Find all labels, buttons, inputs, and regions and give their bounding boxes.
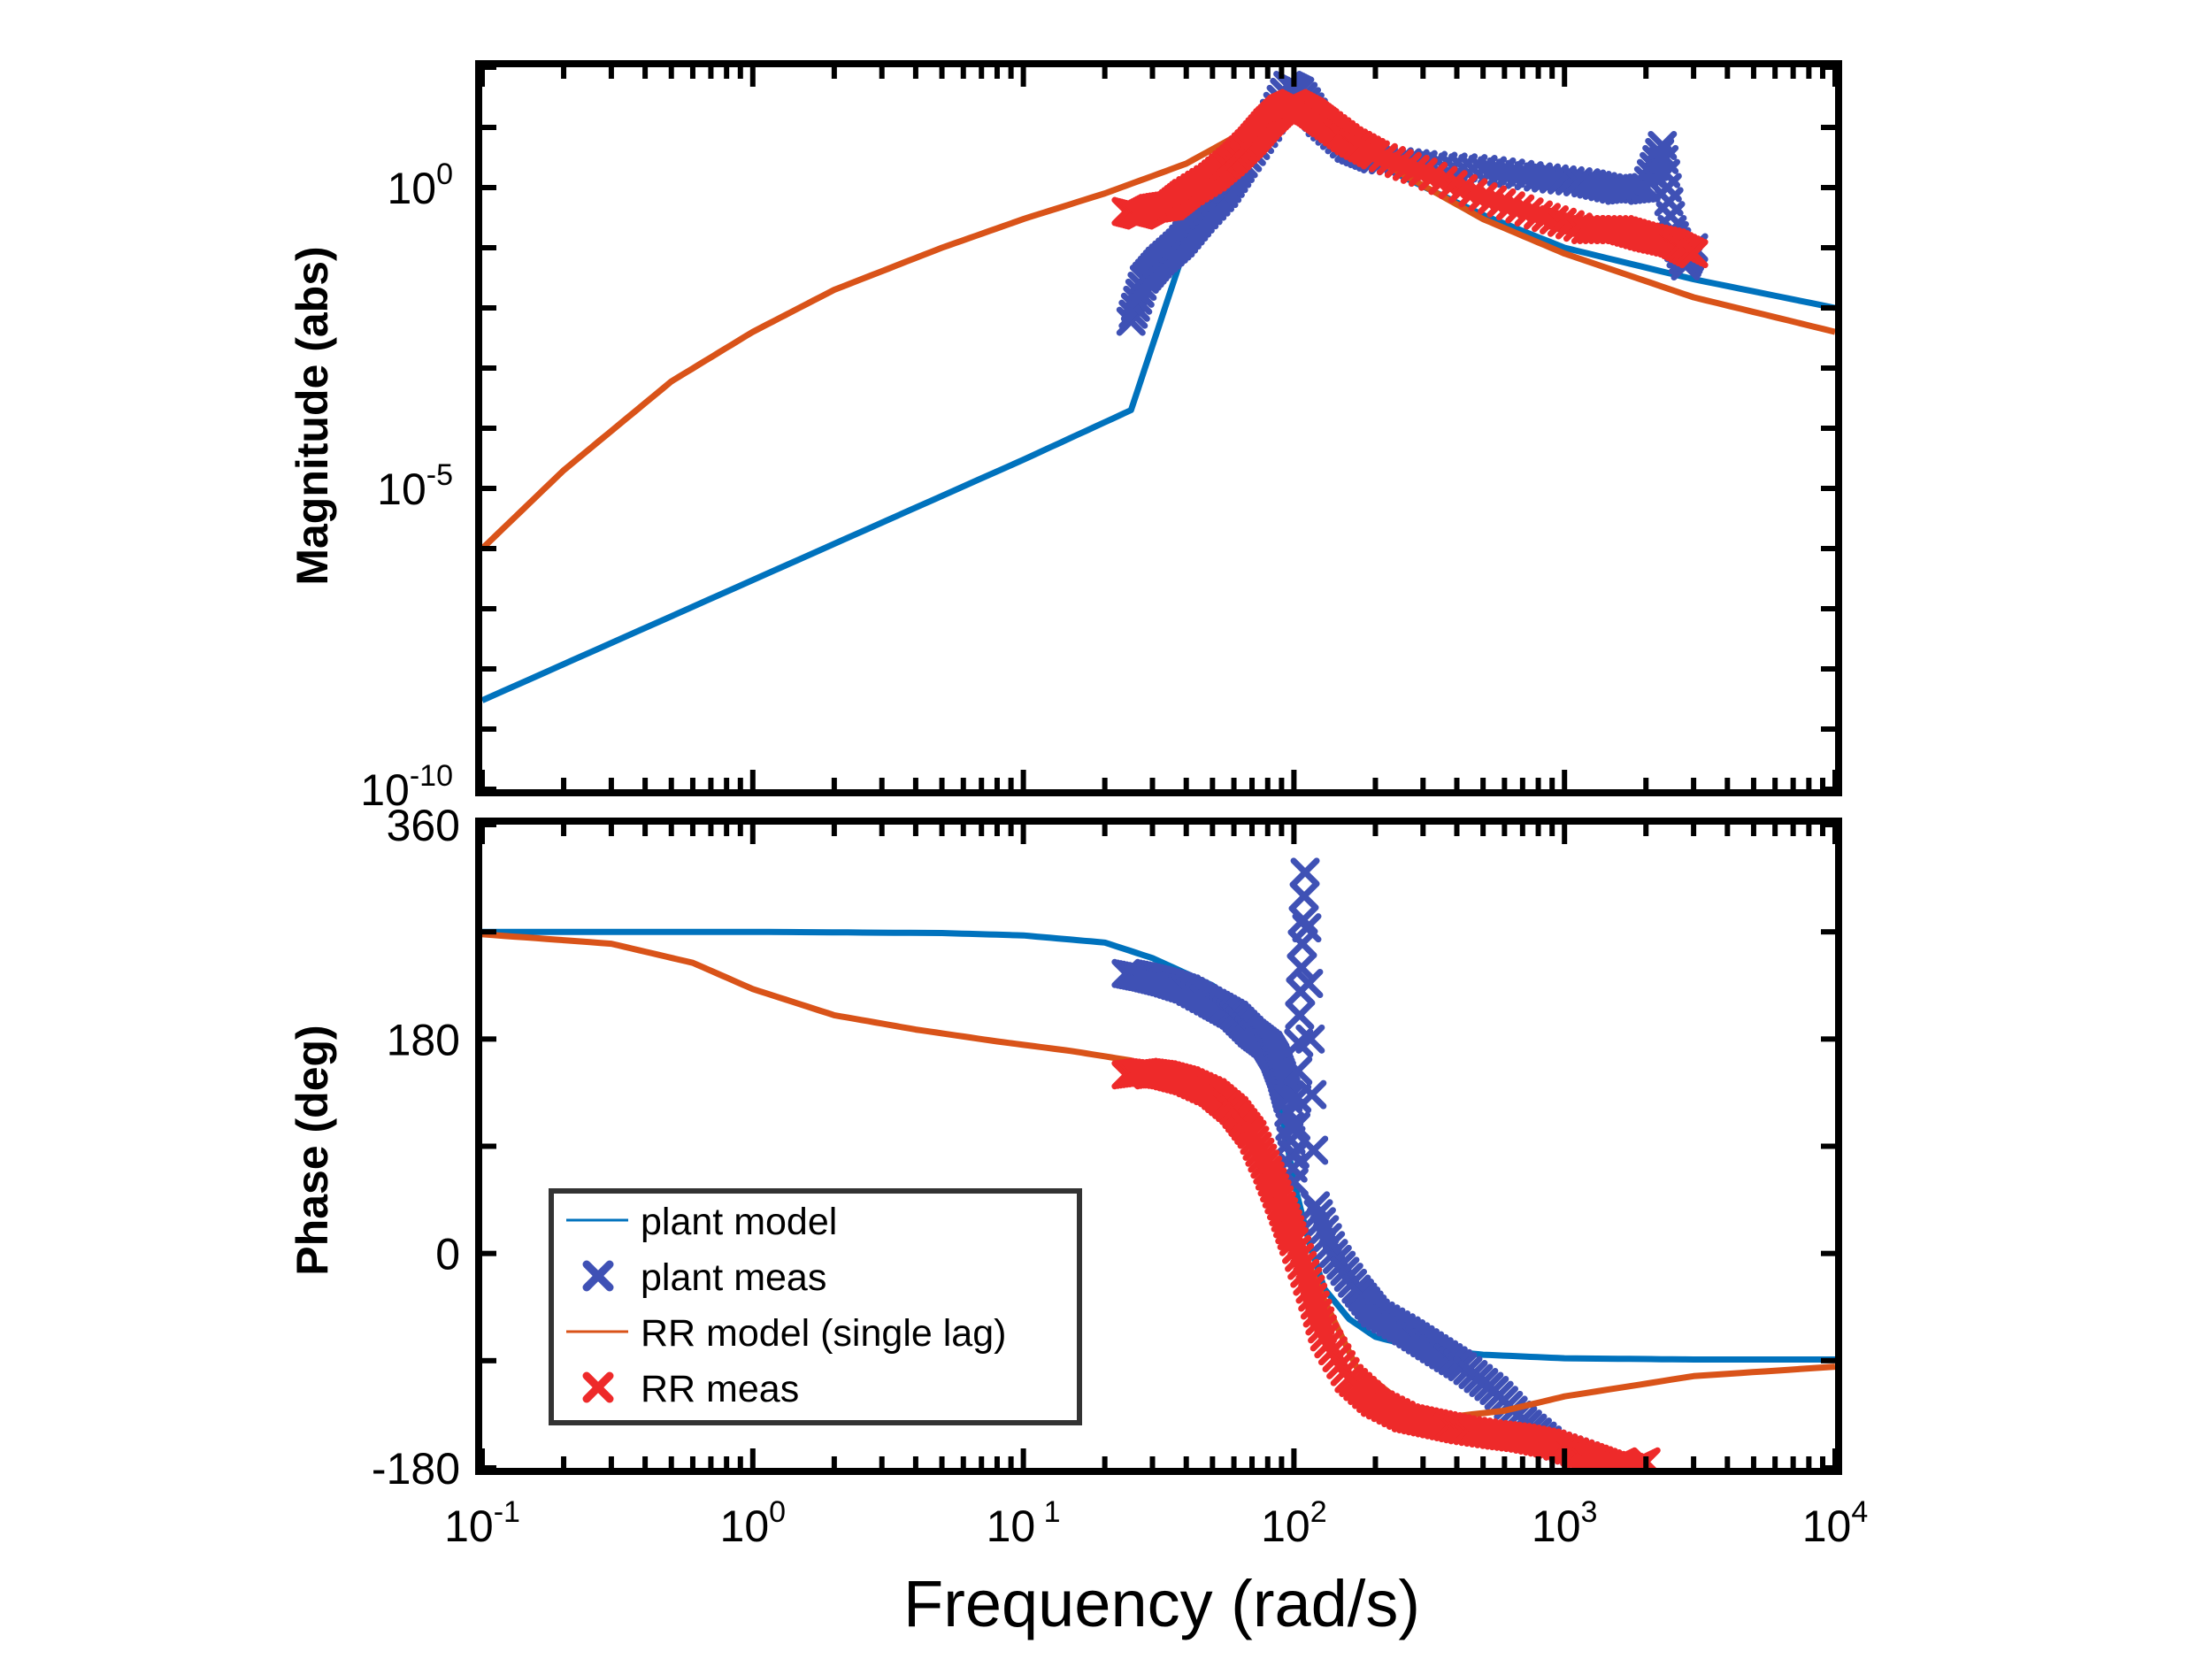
phase-xtick-label: 100 [720,1495,787,1551]
phase-plant-meas-point-82 [1297,1079,1327,1110]
phase-rr-meas-point-54 [1279,1226,1309,1256]
legend-label: plant model [641,1201,837,1243]
phase-plant-meas-point-83 [1299,1135,1329,1165]
phase-plant-meas-point-77 [1289,881,1319,911]
magnitude-rr-meas-point-87 [1384,149,1414,179]
magnitude-rr-meas-point-132 [1678,239,1709,269]
phase-xtick-label: 104 [1802,1495,1869,1551]
phase-rr-meas-point-65 [1308,1314,1338,1344]
phase-rr-meas-point-59 [1293,1266,1323,1296]
phase-rr-meas-point-56 [1285,1242,1315,1272]
magnitude-ytick-labels: 100 10-5 10-10 [360,157,453,815]
magnitude-rr-meas-point-85 [1368,142,1398,173]
phase-xtick-label: 103 [1532,1495,1598,1551]
magnitude-plant-meas-markers [1116,70,1709,336]
phase-plant-meas-point-81 [1295,1024,1325,1054]
legend: plant model plant meas RR model (single la… [549,1188,1082,1425]
phase-plant-meas-point-74 [1286,953,1317,983]
legend-label: RR model (single lag) [641,1312,1006,1355]
phase-ytick-label: -180 [372,1444,460,1494]
phase-xtick-label: 10 1 [987,1495,1061,1551]
phase-rr-meas-point-55 [1281,1234,1311,1264]
phase-ytick-label: 180 [387,1015,460,1064]
phase-plant-meas-point-70 [1283,1056,1313,1086]
magnitude-rr-meas-point-84 [1360,140,1390,170]
legend-swatch-marker [582,1260,614,1292]
magnitude-rr-meas-point-89 [1400,154,1430,184]
x-axis-label: Frequency (rad/s) [903,1567,1420,1640]
phase-rr-meas-point-58 [1290,1258,1320,1288]
phase-ytick-label: 0 [435,1230,460,1279]
phase-xtick-label: 102 [1261,1495,1327,1551]
magnitude-ytick-label: 10-5 [377,458,453,514]
legend-entry-plant-model: plant model [566,1201,837,1243]
magnitude-ytick-label: 100 [387,157,453,213]
magnitude-panel: 100 10-5 10-10 Magnitude (abs) [288,60,1842,815]
phase-plant-meas-point-80 [1294,969,1324,999]
legend-label: plant meas [641,1256,826,1299]
phase-xtick-label: 10-1 [444,1495,520,1551]
phase-plant-meas-point-72 [1285,1000,1315,1030]
legend-entry-rr-model-single-lag: RR model (single lag) [566,1312,1006,1355]
phase-plant-meas-point-68 [1281,1111,1311,1141]
magnitude-rr-meas-point-88 [1392,151,1422,181]
phase-panel: 360 180 0 -180 10-1 100 10 1 102 103 104 Phase (… [288,801,1868,1640]
legend-entry-plant-meas: plant meas [582,1256,826,1299]
magnitude-ticks [480,65,1838,792]
magnitude-axes-box [475,60,1842,796]
phase-plot-area [482,857,1836,1473]
magnitude-rr-meas-point-86 [1376,146,1406,176]
magnitude-ylabel: Magnitude (abs) [288,246,337,585]
magnitude-ytick-label: 10-10 [360,759,453,815]
phase-rr-meas-markers [1111,1057,1661,1473]
legend-swatch-marker [582,1371,614,1403]
phase-rr-meas-point-57 [1287,1250,1317,1280]
magnitude-plot-area [482,70,1836,703]
phase-ticks [480,822,1838,1471]
phase-ytick-label: 360 [387,801,460,850]
legend-box [549,1188,1082,1425]
legend-entry-rr-meas: RR meas [582,1368,799,1410]
phase-xtick-labels: 10-1 100 10 1 102 103 104 [444,1495,1868,1551]
phase-plant-meas-point-78 [1290,857,1320,887]
magnitude-rr-model-single-lag-line [482,100,1836,551]
phase-ylabel: Phase (deg) [288,1025,337,1275]
phase-plant-meas-point-79 [1292,913,1322,943]
phase-axes-box [475,818,1842,1475]
magnitude-rr-meas-markers [1111,88,1709,269]
phase-ytick-labels: 360 180 0 -180 [372,801,460,1494]
legend-label: RR meas [641,1368,799,1410]
